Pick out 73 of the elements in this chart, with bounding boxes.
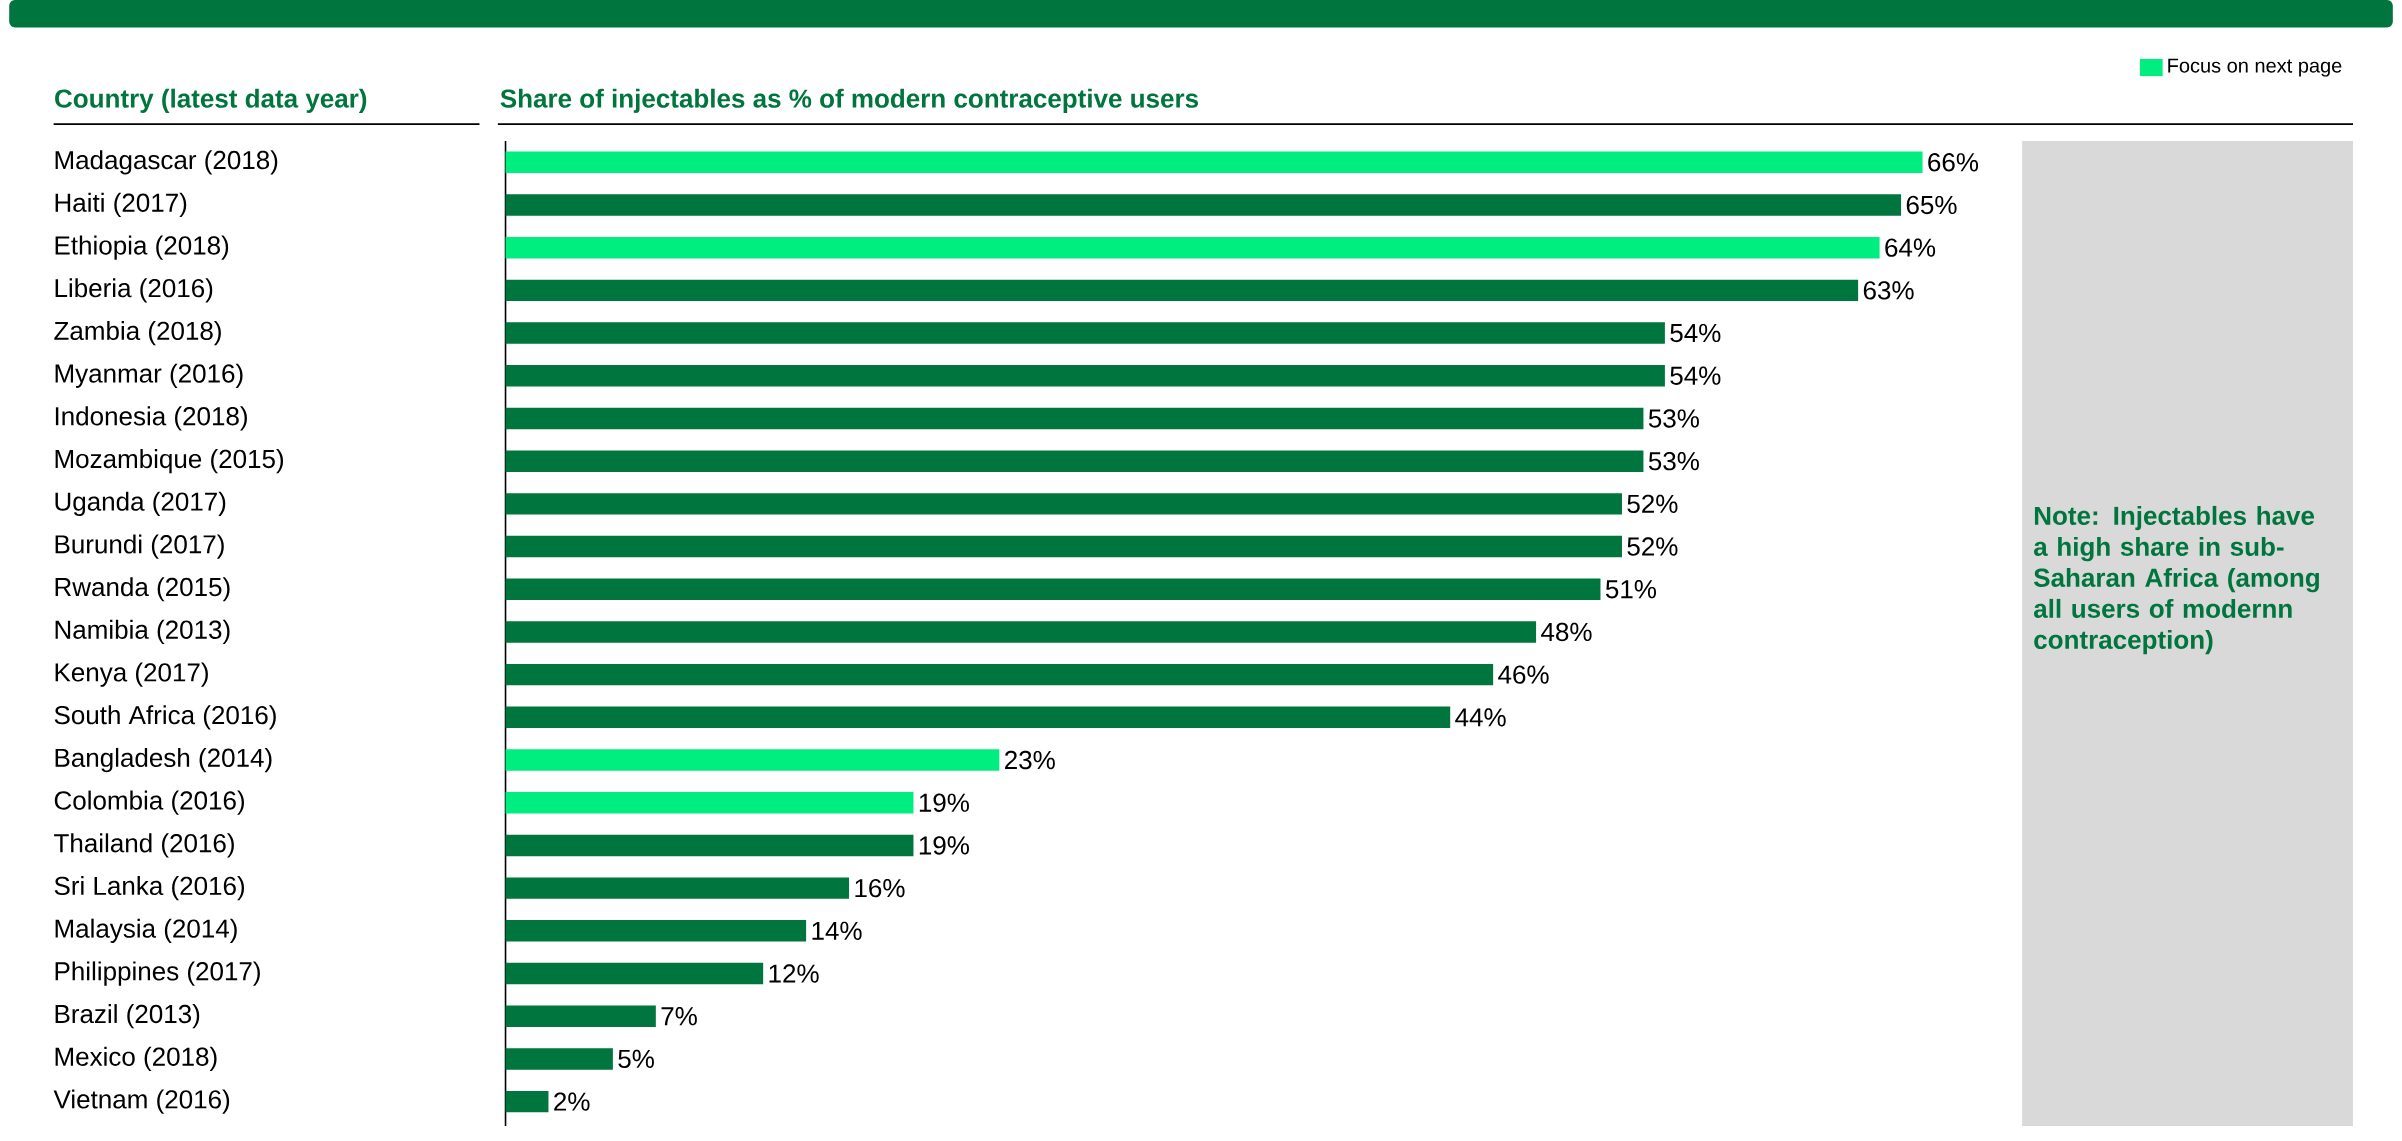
data-label: 53% [1648, 451, 1699, 471]
y-tick-label: Ethiopia (2018) [55, 235, 229, 260]
text: Note: Injectables have a high share in sub-Saharan Africa (among all users of modernn contraception) [2033, 505, 2319, 655]
data-label: 14% [812, 921, 862, 940]
y-tick-label: Brazil (2013) [55, 1003, 200, 1029]
y-tick-label: Haiti (2017) [55, 192, 187, 217]
y-tick-label: South Africa (2016) [54, 705, 276, 730]
data-label: 63% [1863, 281, 1914, 300]
chart-title: Share of injectables as % of modern contraceptive users [500, 88, 1198, 113]
data-label: 54% [1670, 323, 1721, 343]
bar [505, 1090, 549, 1113]
bar [505, 151, 1923, 173]
bar [505, 535, 1622, 558]
data-label: 54% [1670, 366, 1721, 385]
legend-label: Focus on next page [2168, 58, 2342, 77]
data-label: 19% [919, 836, 969, 855]
y-tick-label: Indonesia (2018) [55, 406, 247, 431]
bar [505, 1048, 613, 1070]
bar [505, 919, 807, 942]
y-tick-label: Colombia (2016) [54, 790, 245, 815]
data-label: 23% [1005, 750, 1055, 770]
y-tick-label: Madagascar (2018) [55, 150, 278, 175]
bar [505, 1005, 656, 1027]
bar [505, 493, 1622, 515]
y-tick-label: Bangladesh (2014) [55, 747, 272, 773]
bar [505, 364, 1665, 387]
bar [505, 578, 1601, 600]
y-tick-label: Mozambique (2015) [55, 448, 284, 474]
y-tick-label: Burundi (2017) [55, 534, 224, 559]
data-label: 52% [1627, 537, 1678, 556]
y-tick-label: Mexico (2018) [55, 1046, 217, 1071]
data-label: 52% [1627, 494, 1678, 513]
bar [505, 322, 1665, 344]
bar [505, 834, 914, 857]
bar [505, 791, 914, 814]
data-label: 16% [855, 878, 905, 898]
y-tick-label: Namibia (2013) [55, 619, 230, 644]
data-label: 12% [769, 964, 819, 983]
data-label: 53% [1648, 409, 1699, 428]
y-tick-label: Thailand (2016) [54, 833, 234, 858]
bar [505, 877, 850, 899]
y-tick-label: Liberia (2016) [55, 278, 213, 303]
data-label: 5% [618, 1049, 654, 1068]
y-tick-label: Malaysia (2014) [55, 918, 237, 943]
bar [505, 749, 1000, 771]
data-label: 51% [1605, 579, 1656, 599]
data-label: 44% [1455, 708, 1506, 727]
data-label: 48% [1541, 622, 1592, 642]
y-tick-label: Uganda (2017) [55, 491, 226, 516]
data-label: 64% [1885, 238, 1936, 257]
y-tick-label: Rwanda (2015) [55, 577, 230, 602]
bar [505, 279, 1859, 301]
y-tick-label: Vietnam (2016) [53, 1089, 230, 1114]
bar [505, 706, 1451, 728]
y-tick-label: Zambia (2018) [54, 320, 221, 346]
data-label: 46% [1498, 665, 1549, 684]
data-label: 65% [1906, 195, 1957, 215]
bar [505, 663, 1494, 686]
bar [505, 407, 1644, 430]
bar [505, 194, 1902, 216]
y-tick-label: Sri Lanka (2016) [54, 875, 245, 901]
data-label: 2% [554, 1092, 590, 1111]
y-tick-label: Kenya (2017) [55, 662, 208, 687]
y-tick-label: Myanmar (2016) [55, 363, 243, 388]
data-label: 7% [661, 1007, 697, 1026]
bar [505, 236, 1880, 259]
y-tick-label: Philippines (2017) [55, 961, 260, 986]
bar [505, 450, 1644, 472]
data-label: 66% [1928, 152, 1979, 172]
bar [505, 962, 764, 985]
data-label: 19% [919, 793, 969, 812]
bar [505, 621, 1537, 643]
y-axis-title: Country (latest data year) [55, 88, 367, 113]
